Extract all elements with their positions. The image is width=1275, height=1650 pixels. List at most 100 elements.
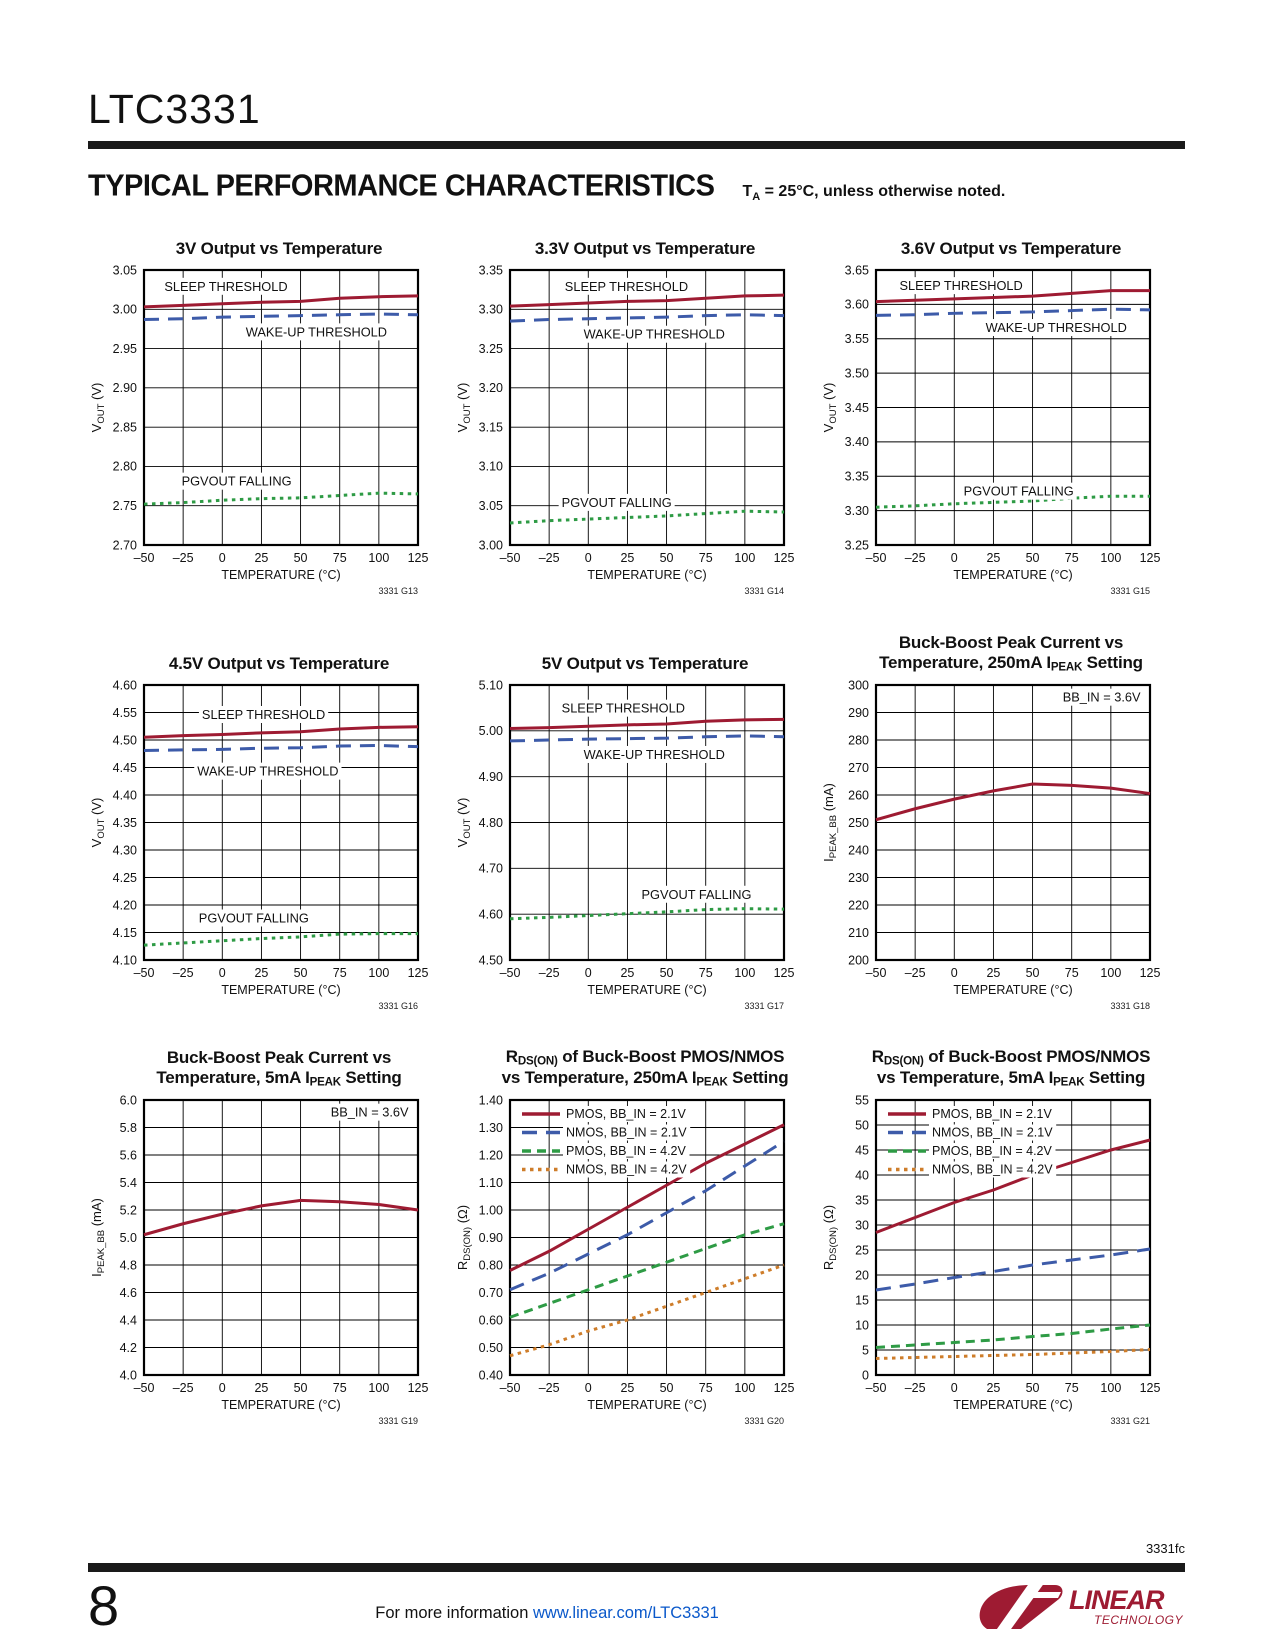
chart-footnote: 3331 G16: [378, 1001, 418, 1010]
legend-label: NMOS, BB_IN = 2.1V: [566, 1126, 687, 1140]
chart-title-line: 5V Output vs Temperature: [542, 654, 749, 675]
y-axis-label-text: V: [455, 423, 470, 432]
y-tick-label: 2.70: [113, 538, 137, 552]
x-tick-label: 0: [951, 551, 958, 565]
y-axis-label-subscript: PEAK_BB: [828, 815, 839, 858]
wake-up-threshold-curve: [509, 313, 785, 323]
y-tick-label: 20: [855, 1268, 869, 1282]
pgvout-falling-curve: [143, 932, 418, 947]
chart-g17: 5V Output vs Temperature –50 –25 0 25 50 75 100…: [454, 619, 806, 1010]
chart-plot: –50 –25 0 25 50 75 100 125 4.50 4.60 4.70 4.80 4.90 5…: [455, 679, 794, 1010]
chart-g15: 3.6V Output vs Temperature –50 –25 0 25 50 75 1…: [820, 230, 1172, 595]
y-axis-label-text: (V): [455, 383, 470, 404]
y-tick-label: 1.30: [479, 1121, 503, 1135]
x-tick-label: 25: [254, 551, 268, 565]
y-tick-label: 3.25: [845, 538, 869, 552]
label-backdrop: [194, 762, 342, 780]
label-backdrop: [563, 1106, 690, 1122]
chart-footnote: 3331 G15: [1110, 586, 1150, 595]
chart-title-line: 3.6V Output vs Temperature: [901, 239, 1121, 260]
y-tick-label: 4.60: [479, 907, 503, 921]
y-axis-label-text: V: [89, 838, 104, 847]
x-tick-label: 125: [1140, 551, 1161, 565]
y-tick-label: 3.00: [113, 303, 137, 317]
title-subscript: PEAK: [696, 1076, 728, 1089]
y-tick-label: 230: [848, 871, 869, 885]
x-tick-label: 25: [986, 966, 1000, 980]
y-tick-label: 4.10: [113, 953, 137, 967]
y-tick-label: 4.6: [120, 1286, 137, 1300]
title-text: Buck-Boost Peak Current vs: [166, 1047, 392, 1067]
plot-frame: [508, 268, 786, 547]
x-tick-label: 125: [1140, 1381, 1161, 1395]
x-tick-label: 0: [951, 966, 958, 980]
y-axis-label-text: R: [455, 1261, 470, 1270]
x-tick-label: –25: [539, 551, 560, 565]
title-text: Buck-Boost Peak Current vs: [898, 632, 1124, 652]
y-tick-label: 45: [855, 1143, 869, 1157]
x-axis-label: TEMPERATURE (°C): [587, 568, 706, 582]
chart-title-line: 3V Output vs Temperature: [176, 239, 383, 260]
label-backdrop: [896, 277, 1026, 295]
chart-footnote: 3331 G21: [1110, 1416, 1150, 1425]
y-axis-label-text: I: [821, 858, 836, 862]
x-tick-label: 50: [294, 1381, 308, 1395]
series-label: PGVOUT FALLING: [964, 484, 1074, 499]
y-tick-label: 6.0: [120, 1094, 137, 1107]
series-label: PGVOUT FALLING: [182, 474, 292, 489]
y-tick-label: 300: [848, 679, 869, 692]
x-tick-label: 50: [1026, 1381, 1040, 1395]
series-label: SLEEP THRESHOLD: [202, 707, 325, 722]
pmos-2v1-curve-curve: [875, 1138, 1151, 1234]
y-tick-label: 210: [848, 926, 869, 940]
page-footer: 3331fc 8 For more information www.linear…: [88, 1541, 1185, 1636]
plot-frame: [142, 268, 420, 547]
footer-info-link[interactable]: www.linear.com/LTC3331: [533, 1604, 719, 1622]
y-tick-label: 4.45: [113, 761, 137, 775]
title-text: Setting: [1082, 653, 1143, 673]
nmos-4v2-curve-curve: [875, 1348, 1151, 1360]
y-tick-label: 4.70: [479, 862, 503, 876]
x-tick-label: 50: [294, 966, 308, 980]
x-tick-label: –50: [866, 551, 887, 565]
y-tick-label: 0.60: [479, 1313, 503, 1327]
series-label: PGVOUT FALLING: [562, 495, 672, 510]
y-tick-label: 250: [848, 816, 869, 830]
x-tick-label: 0: [585, 1381, 592, 1395]
y-axis-label: IPEAK_BB (mA): [89, 1198, 107, 1277]
doc-code: 3331fc: [1145, 1541, 1185, 1556]
x-tick-label: 100: [368, 551, 389, 565]
title-text: R: [871, 1046, 884, 1066]
y-tick-label: 1.20: [479, 1148, 503, 1162]
y-tick-label: 35: [855, 1193, 869, 1207]
y-tick-label: 40: [855, 1168, 869, 1182]
chart-g20: RDS(ON) of Buck-Boost PMOS/NMOS vs Temper…: [454, 1034, 806, 1425]
y-tick-label: 3.55: [845, 332, 869, 346]
x-tick-label: 125: [408, 551, 429, 565]
series-label: SLEEP THRESHOLD: [899, 278, 1022, 293]
ipeak-bb-curve-curve: [875, 782, 1151, 822]
condition-note-t: T: [742, 183, 753, 200]
legend-label: PMOS, BB_IN = 2.1V: [932, 1107, 1053, 1121]
chart-footnote: 3331 G18: [1110, 1001, 1150, 1010]
footer-info: For more information www.linear.com/LTC3…: [119, 1604, 975, 1623]
y-tick-label: 25: [855, 1243, 869, 1257]
chart-g16: 4.5V Output vs Temperature –50 –25 0 25 50 75 1…: [88, 619, 440, 1010]
x-tick-label: –25: [539, 966, 560, 980]
label-backdrop: [982, 319, 1130, 337]
y-axis-label-text: I: [89, 1273, 104, 1277]
y-axis-label-subscript: OUT: [828, 403, 839, 423]
chart-footnote: 3331 G14: [744, 586, 784, 595]
y-axis-label-text: V: [89, 423, 104, 432]
legend-label: PMOS, BB_IN = 4.2V: [932, 1144, 1053, 1158]
chart-title-line: vs Temperature, 250mA IPEAK Setting: [502, 1068, 789, 1090]
footer-info-text: For more information: [375, 1604, 533, 1622]
y-axis-label-subscript: OUT: [96, 818, 107, 838]
x-tick-label: 100: [734, 1381, 755, 1395]
title-subscript: PEAK: [309, 1076, 341, 1089]
y-tick-label: 4.35: [113, 816, 137, 830]
chart-title-line: RDS(ON) of Buck-Boost PMOS/NMOS: [506, 1047, 785, 1069]
chart-g21: RDS(ON) of Buck-Boost PMOS/NMOS vs Temper…: [820, 1034, 1172, 1425]
y-tick-label: 2.85: [113, 420, 137, 434]
wake-up-threshold-curve: [143, 312, 419, 321]
